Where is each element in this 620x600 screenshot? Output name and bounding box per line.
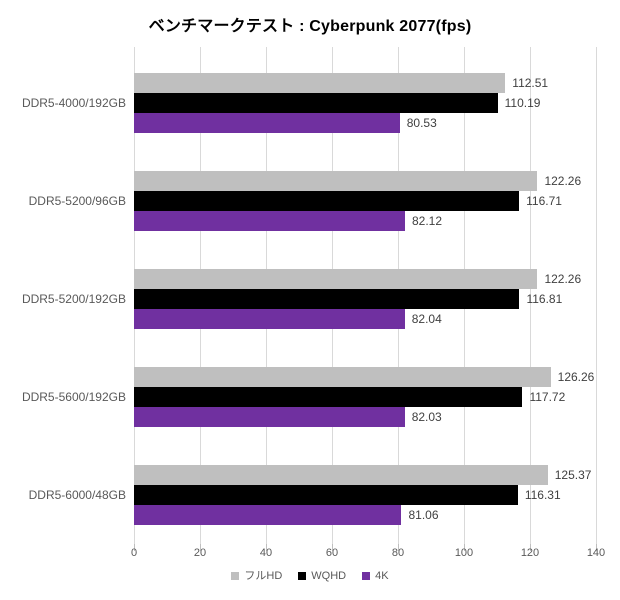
gridline	[530, 47, 531, 544]
x-tick-label: 0	[130, 547, 138, 559]
value-label: 116.31	[524, 488, 561, 502]
value-label: 81.06	[408, 508, 439, 522]
axis-tick	[332, 544, 333, 551]
axis-tick	[266, 544, 267, 551]
legend-label-4k: 4K	[375, 570, 389, 582]
bar-4k	[134, 113, 400, 133]
bar-fullhd	[134, 269, 538, 289]
chart-title: ベンチマークテスト : Cyberpunk 2077(fps)	[148, 18, 472, 35]
axis-tick	[596, 544, 597, 551]
x-tick-label: 100	[454, 547, 474, 559]
value-label: 116.71	[526, 194, 562, 208]
value-label: 110.19	[504, 96, 541, 110]
x-tick-label: 60	[325, 547, 339, 559]
value-label: 122.26	[544, 174, 582, 188]
value-label: 125.37	[554, 468, 592, 482]
bar-fullhd	[134, 367, 551, 387]
bar-wqhd	[134, 485, 518, 505]
bar-fullhd	[134, 465, 548, 485]
bar-wqhd	[134, 191, 520, 211]
category-label: DDR5-5200/96GB	[28, 194, 126, 208]
value-label: 122.26	[544, 272, 582, 286]
legend-swatch-fullhd	[231, 572, 240, 580]
bar-wqhd	[134, 93, 498, 113]
legend-item-fullhd: フルHD	[231, 569, 282, 583]
value-label: 116.81	[526, 292, 563, 306]
bar-4k	[134, 505, 402, 525]
value-label: 112.51	[512, 76, 549, 90]
x-tick-label: 20	[193, 547, 207, 559]
bar-4k	[134, 309, 405, 329]
legend: フルHD WQHD 4K	[0, 569, 620, 583]
category-label: DDR5-4000/192GB	[21, 96, 126, 110]
axis-tick	[464, 544, 465, 551]
axis-tick	[398, 544, 399, 551]
category-label: DDR5-5200/192GB	[21, 292, 126, 306]
bar-fullhd	[134, 171, 538, 191]
axis-tick	[134, 544, 135, 551]
legend-swatch-wqhd	[298, 572, 307, 580]
category-label: DDR5-5600/192GB	[21, 390, 126, 404]
legend-label-fullhd: フルHD	[244, 570, 283, 582]
bar-4k	[134, 211, 405, 231]
x-tick-label: 80	[391, 547, 405, 559]
gridline	[596, 47, 597, 544]
legend-label-wqhd: WQHD	[311, 570, 347, 582]
value-label: 82.12	[411, 214, 443, 228]
bar-wqhd	[134, 289, 520, 309]
axis-tick	[530, 544, 531, 551]
value-label: 126.26	[557, 370, 595, 384]
x-tick-label: 40	[259, 547, 273, 559]
legend-swatch-4k	[362, 572, 371, 580]
value-label: 82.03	[411, 410, 442, 424]
legend-item-4k: 4K	[362, 569, 389, 583]
value-label: 117.72	[529, 390, 566, 404]
x-tick-label: 120	[520, 547, 540, 559]
x-tick-label: 140	[586, 547, 606, 559]
value-label: 80.53	[406, 116, 437, 130]
value-label: 82.04	[411, 312, 442, 326]
bar-fullhd	[134, 73, 506, 93]
category-label: DDR5-6000/48GB	[28, 488, 126, 502]
bar-wqhd	[134, 387, 523, 407]
legend-item-wqhd: WQHD	[298, 569, 346, 583]
bar-4k	[134, 407, 405, 427]
axis-tick	[200, 544, 201, 551]
